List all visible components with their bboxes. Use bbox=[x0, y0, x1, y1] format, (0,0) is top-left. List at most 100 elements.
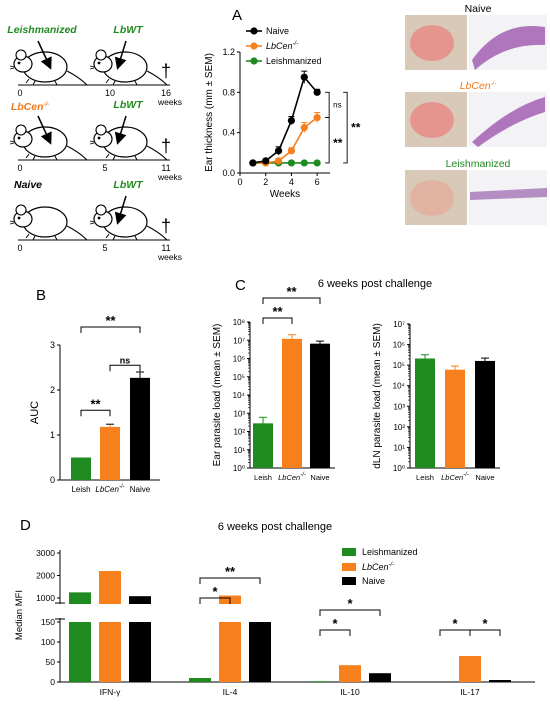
timeline-unit: weeks bbox=[157, 252, 182, 262]
chart-dln-parasite-load: 10⁰ 10¹ 10² 10³ 10⁴ 10⁵ 10⁶ 10⁷ dLN parasite loa… bbox=[372, 320, 500, 482]
ear-lesion bbox=[410, 180, 454, 216]
panel-label-c: C bbox=[235, 277, 246, 294]
x-tick-label: IL-17 bbox=[460, 687, 480, 697]
y-tick-label: 10⁶ bbox=[393, 341, 405, 350]
y-tick-label: 10² bbox=[393, 423, 405, 432]
y-tick-label: 0 bbox=[50, 677, 55, 687]
schematic-group-label: Naive bbox=[14, 179, 42, 191]
x-tick-label: Naive bbox=[310, 473, 329, 482]
series-line bbox=[252, 116, 318, 164]
sig-bracket-label: * bbox=[212, 584, 218, 599]
schematic-challenge-label: LbWT bbox=[113, 24, 144, 36]
x-tick-label: Naive bbox=[130, 485, 151, 494]
panel-label-d: D bbox=[20, 517, 31, 534]
chart-ear-parasite-load: 10⁰ 10¹ 10² 10³ 10⁴ 10⁵ 10⁶ 10⁷ 10⁸ Ear parasite … bbox=[212, 278, 432, 482]
end-cross-icon: † bbox=[161, 216, 171, 236]
sig-bracket-label: ** bbox=[225, 564, 236, 579]
data-point bbox=[274, 157, 283, 165]
legend-label: Leishmanized bbox=[266, 56, 322, 66]
data-point bbox=[300, 124, 308, 132]
timeline-unit: weeks bbox=[157, 97, 182, 107]
sig-label: ** bbox=[333, 136, 343, 150]
y-tick-label: 0.4 bbox=[222, 128, 235, 138]
bar bbox=[249, 622, 271, 682]
y-tick-label: 10¹ bbox=[393, 443, 405, 452]
timeline-tick: 11 bbox=[161, 243, 170, 253]
bar bbox=[475, 360, 495, 468]
y-tick-label: 50 bbox=[46, 657, 56, 667]
schematic-group-label: Leishmanized bbox=[7, 24, 77, 36]
y-tick-label: 10⁴ bbox=[393, 382, 406, 391]
data-point bbox=[287, 159, 296, 167]
y-tick-label: 3000 bbox=[36, 548, 55, 558]
legend-label: Naive bbox=[362, 576, 385, 586]
challenge-arrow bbox=[114, 115, 127, 145]
legend-marker bbox=[250, 27, 258, 35]
bar bbox=[69, 592, 91, 604]
bar bbox=[130, 377, 150, 480]
mouse-icon bbox=[9, 49, 88, 86]
y-tick-label: 10⁸ bbox=[233, 318, 245, 327]
x-tick-label: 0 bbox=[237, 177, 242, 187]
y-tick-label: 10³ bbox=[233, 409, 245, 418]
legend-label: LbCen-/- bbox=[362, 562, 394, 572]
sig-bracket bbox=[199, 597, 231, 604]
schematic-group-label: LbCen-/- bbox=[11, 101, 49, 113]
series-line bbox=[252, 75, 318, 164]
bar bbox=[100, 426, 120, 480]
ear-lesion bbox=[410, 25, 454, 61]
y-tick-label: 2 bbox=[50, 385, 55, 395]
data-point bbox=[287, 147, 296, 155]
x-tick-label: IL-10 bbox=[340, 687, 360, 697]
sig-bracket bbox=[262, 297, 321, 304]
histology-label: LbCen-/- bbox=[460, 80, 497, 92]
timeline-tick: 10 bbox=[105, 88, 115, 98]
x-tick-label: IL-4 bbox=[223, 687, 238, 697]
y-tick-label: 10² bbox=[233, 428, 245, 437]
sig-bracket-label: * bbox=[332, 616, 338, 631]
sig-bracket-label: * bbox=[347, 596, 353, 611]
chart-median-mfi: 6 weeks post challenge 1000 2000 3000 0 50 100… bbox=[14, 521, 535, 697]
x-tick-label: Leish bbox=[416, 473, 434, 482]
x-tick-label: Leish bbox=[254, 473, 272, 482]
chart-auc: 0 1 2 3 AUC Leish LbCen-/- Naive ** ns ** bbox=[29, 313, 160, 494]
sig-bracket bbox=[80, 326, 141, 333]
timeline-tick: 0 bbox=[17, 243, 22, 253]
bar bbox=[71, 457, 91, 480]
x-tick-label: Leish bbox=[71, 485, 90, 494]
x-tick-label: LbCen-/- bbox=[441, 472, 469, 482]
timeline-tick: 16 bbox=[161, 88, 171, 98]
y-tick-label: 10⁴ bbox=[233, 391, 246, 400]
y-tick-label: 0.0 bbox=[222, 168, 235, 178]
y-axis-label: dLN parasite load (mean ± SEM) bbox=[372, 323, 383, 469]
legend-swatch bbox=[342, 577, 356, 585]
chart-title: 6 weeks post challenge bbox=[218, 521, 332, 533]
y-tick-label: 10⁶ bbox=[233, 355, 245, 364]
mouse-icon bbox=[89, 124, 168, 161]
timeline-tick: 5 bbox=[102, 243, 107, 253]
data-point bbox=[300, 73, 308, 81]
bar bbox=[445, 369, 465, 468]
sig-label: ** bbox=[351, 121, 361, 135]
end-cross-icon: † bbox=[161, 136, 171, 156]
sig-bracket bbox=[343, 91, 348, 164]
y-tick-label: 0 bbox=[50, 475, 55, 485]
y-tick-label: 10⁰ bbox=[393, 464, 405, 473]
y-tick-label: 10³ bbox=[393, 402, 405, 411]
sig-bracket-label: * bbox=[482, 616, 488, 631]
mouse-icon bbox=[89, 49, 168, 86]
legend-label: LbCen-/- bbox=[266, 41, 298, 51]
histology-tissue bbox=[472, 25, 545, 70]
legend-marker bbox=[250, 42, 258, 50]
x-tick-label: Naive bbox=[475, 473, 494, 482]
sig-bracket bbox=[262, 317, 293, 324]
chart-title: 6 weeks post challenge bbox=[318, 278, 432, 290]
challenge-arrow bbox=[114, 40, 127, 70]
y-tick-label: 10¹ bbox=[233, 446, 245, 455]
data-point bbox=[300, 159, 308, 167]
y-tick-label: 0.8 bbox=[222, 87, 235, 97]
mouse-icon bbox=[89, 204, 168, 241]
timeline-tick: 11 bbox=[161, 163, 170, 173]
bar bbox=[129, 622, 151, 682]
